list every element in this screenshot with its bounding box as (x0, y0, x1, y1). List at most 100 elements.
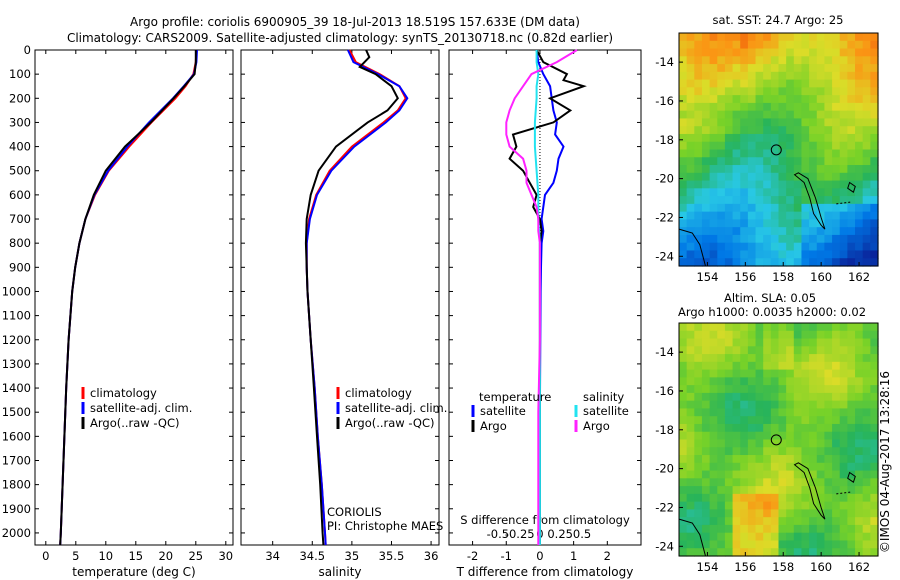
map-cell (740, 493, 749, 503)
map-cell (855, 455, 864, 464)
map-cell (793, 87, 803, 96)
map-cell (816, 377, 826, 386)
map-cell (832, 400, 841, 410)
map-cell (724, 188, 734, 197)
x-tick-label: 156 (734, 560, 756, 574)
map-cell (679, 369, 688, 378)
map-cell (732, 408, 741, 417)
map-cell (855, 196, 864, 205)
map-cell (694, 196, 703, 205)
map-cell (793, 532, 803, 542)
map-cell (839, 157, 848, 166)
map-cell (786, 102, 795, 112)
map-cell (847, 501, 856, 510)
map-cell (770, 338, 780, 347)
map-cell (755, 219, 764, 228)
map-cell (770, 188, 780, 197)
map-cell (816, 242, 826, 252)
map-cell (816, 118, 826, 127)
map-cell (717, 346, 726, 355)
map-cell (770, 102, 780, 112)
map-cell (770, 478, 780, 487)
map-cell (686, 330, 695, 340)
map-cell (747, 258, 757, 267)
map-cell (679, 548, 688, 557)
map-cell (763, 219, 772, 228)
map-cell (862, 118, 871, 127)
map-cell (770, 392, 780, 402)
y-tick-label: -18 (655, 133, 674, 147)
map-cell (870, 431, 879, 441)
map-cell (724, 486, 734, 495)
map-cell (694, 64, 703, 73)
map-cell (679, 157, 688, 166)
map-cell (793, 242, 803, 252)
map-cell (732, 400, 741, 410)
map-cell (770, 258, 780, 267)
map-cell (870, 486, 879, 495)
map-cell (793, 354, 803, 363)
map-cell (732, 392, 741, 402)
x-tick-label: 160 (810, 270, 832, 284)
map-cell (763, 369, 772, 378)
map-cell (824, 250, 833, 259)
map-cell (786, 133, 795, 143)
map-cell (862, 95, 871, 104)
map-cell (832, 196, 841, 205)
map-cell (755, 408, 764, 417)
map-cell (809, 447, 818, 456)
map-cell (763, 126, 772, 135)
map-cell (855, 532, 864, 542)
map-cell (694, 377, 703, 386)
map-cell (763, 478, 772, 487)
map-cell (801, 196, 810, 205)
y-tick-label: -16 (655, 384, 674, 398)
map-cell (679, 258, 688, 267)
map-cell (694, 180, 703, 189)
map-cell (686, 258, 695, 267)
map-cell (709, 40, 718, 50)
map-cell (870, 64, 879, 73)
map-cell (747, 416, 757, 425)
map-cell (832, 354, 841, 363)
map-cell (732, 56, 741, 65)
map-cell (755, 338, 764, 347)
map-cell (701, 509, 711, 518)
map-cell (724, 172, 734, 182)
map-cell (732, 478, 741, 487)
map-cell (816, 219, 826, 228)
map-cell (855, 242, 864, 252)
map-cell (686, 71, 695, 81)
map-cell (724, 250, 734, 259)
map-cell (686, 501, 695, 510)
map-cell (847, 346, 856, 355)
map-cell (855, 517, 864, 526)
map-cell (740, 501, 749, 510)
map-cell (832, 165, 841, 174)
map-cell (839, 48, 848, 57)
map-cell (679, 48, 688, 57)
map-cell (847, 149, 856, 158)
map-cell (855, 71, 864, 81)
series-line-2 (59, 50, 197, 546)
map-cell (709, 219, 718, 228)
map-cell (832, 203, 841, 213)
map-cell (724, 165, 734, 174)
map-cell (679, 227, 688, 236)
x-tick-label: 162 (848, 270, 870, 284)
map-cell (732, 87, 741, 96)
map-cell (763, 40, 772, 50)
map-cell (786, 323, 795, 332)
map-cell (732, 242, 741, 252)
map-cell (793, 439, 803, 448)
map-cell (686, 385, 695, 394)
map-cell (801, 517, 810, 526)
map-cell (786, 227, 795, 236)
map-cell (724, 56, 734, 65)
map-cell (870, 524, 879, 534)
map-cell (847, 157, 856, 166)
map-cell (755, 149, 764, 158)
map-cell (709, 385, 718, 394)
map-cell (770, 227, 780, 236)
map-cell (732, 455, 741, 464)
